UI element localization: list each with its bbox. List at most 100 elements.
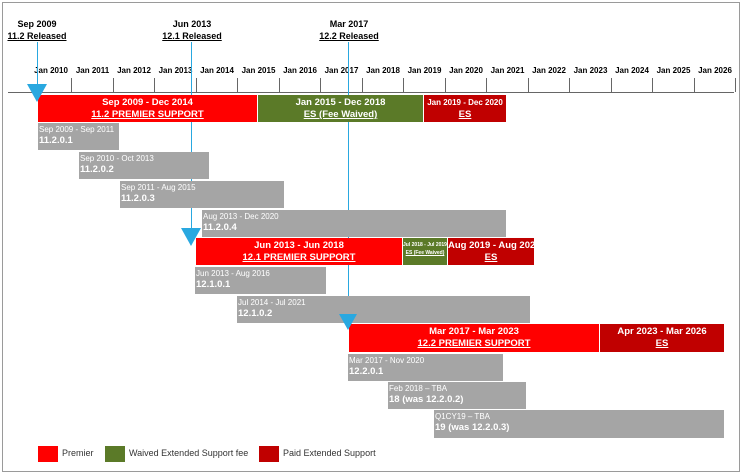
legend-label-waived: Waived Extended Support fee	[129, 448, 249, 458]
year-tick	[527, 78, 529, 92]
support-label: ES	[655, 338, 669, 349]
year-tick	[735, 78, 736, 92]
version-label: 12.2.0.1	[349, 366, 384, 377]
support-bar-11-2-premier: Sep 2009 - Dec 2014 11.2 PREMIER SUPPORT	[38, 95, 257, 122]
year-tick	[486, 78, 487, 92]
support-range: Apr 2023 - Mar 2026	[617, 326, 707, 337]
version-range: Feb 2018 – TBA	[389, 384, 448, 393]
year-tick	[403, 78, 404, 92]
version-range: Q1CY19 – TBA	[435, 412, 490, 421]
year-tick	[112, 78, 114, 92]
version-range: Jul 2014 - Jul 2021	[238, 298, 306, 307]
year-label: Jan 2017	[324, 66, 359, 75]
version-label: 12.1.0.1	[196, 279, 231, 290]
release-date: Sep 2009	[17, 19, 57, 29]
release-name: 12.2 Released	[319, 31, 379, 41]
year-tick	[693, 78, 695, 92]
year-label: Jan 2010	[34, 66, 68, 75]
year-tick	[320, 78, 321, 92]
year-tick	[154, 78, 155, 92]
year-tick	[71, 78, 72, 92]
release-arrow-12-1-icon	[181, 228, 201, 246]
year-label: Jan 2020	[449, 66, 483, 75]
legend-swatch-premier	[38, 446, 58, 462]
version-range: Sep 2010 - Oct 2013	[80, 154, 154, 163]
version-label: 19 (was 12.2.0.3)	[435, 422, 510, 433]
year-label: Jan 2011	[75, 66, 110, 75]
release-arrow-11-2-icon	[27, 84, 47, 102]
support-label: 12.2 PREMIER SUPPORT	[417, 338, 531, 349]
support-bar-12-1-premier: Jun 2013 - Jun 2018 12.1 PREMIER SUPPORT	[196, 238, 402, 265]
support-bar-11-2-es-waived: Jan 2015 - Dec 2018 ES (Fee Waived)	[258, 95, 423, 122]
support-range: Jan 2019 - Dec 2020	[427, 98, 503, 107]
year-label: Jan 2013	[158, 66, 193, 75]
version-label: 18 (was 12.2.0.2)	[389, 394, 464, 405]
version-range: Jun 2013 - Aug 2016	[196, 269, 270, 278]
version-range: Aug 2013 - Dec 2020	[203, 212, 279, 221]
year-label: Jan 2015	[241, 66, 276, 75]
year-tick	[652, 78, 653, 92]
year-tick	[237, 78, 238, 92]
support-bar-11-2-es-paid: Jan 2019 - Dec 2020 ES	[424, 95, 506, 122]
support-bar-12-1-es-waived: Jul 2018 - Jul 2019 ES (Fee Waived)	[403, 238, 447, 265]
year-tick	[195, 78, 197, 92]
legend-label-premier: Premier	[62, 448, 94, 458]
support-range: Aug 2019 - Aug 2021	[448, 240, 534, 251]
version-label: 12.1.0.2	[238, 308, 273, 319]
release-date: Jun 2013	[172, 19, 212, 29]
year-label: Jan 2026	[698, 66, 732, 75]
version-range: Sep 2011 - Aug 2015	[121, 183, 196, 192]
release-line-12-1	[191, 42, 192, 232]
release-header-11-2: Sep 2009 11.2 Released	[5, 18, 69, 42]
year-label: Jan 2012	[117, 66, 151, 75]
legend-label-paid: Paid Extended Support	[283, 448, 376, 458]
timeline-axis	[8, 92, 734, 93]
release-line-12-2	[348, 42, 349, 316]
support-label: ES	[484, 252, 498, 263]
legend-swatch-waived	[105, 446, 125, 462]
version-bar-11-2-0-4: Aug 2013 - Dec 2020 11.2.0.4	[202, 210, 506, 237]
support-range: Mar 2017 - Mar 2023	[429, 326, 519, 337]
version-bar-19: Q1CY19 – TBA 19 (was 12.2.0.3)	[434, 410, 724, 438]
support-range: Jan 2015 - Dec 2018	[295, 97, 386, 108]
release-date: Mar 2017	[329, 19, 369, 29]
version-label: 11.2.0.4	[203, 222, 237, 233]
version-bar-12-2-0-1: Mar 2017 - Nov 2020 12.2.0.1	[348, 354, 503, 381]
support-label: 11.2 PREMIER SUPPORT	[91, 109, 204, 120]
release-header-12-1: Jun 2013 12.1 Released	[160, 18, 224, 42]
year-label: Jan 2024	[615, 66, 649, 75]
year-tick	[278, 78, 280, 92]
year-label: Jan 2023	[573, 66, 608, 75]
version-label: 11.2.0.3	[121, 193, 155, 204]
legend-swatch-paid	[259, 446, 279, 462]
support-label: ES (Fee Waived)	[405, 250, 445, 256]
year-label: Jan 2019	[407, 66, 442, 75]
version-bar-11-2-0-3: Sep 2011 - Aug 2015 11.2.0.3	[120, 181, 284, 208]
release-arrow-12-2-icon	[339, 314, 357, 330]
support-bar-12-2-premier: Mar 2017 - Mar 2023 12.2 PREMIER SUPPORT	[349, 324, 599, 352]
year-label: Jan 2018	[366, 66, 400, 75]
release-name: 11.2 Released	[7, 31, 67, 41]
version-bar-11-2-0-1: Sep 2009 - Sep 2011 11.2.0.1	[38, 123, 119, 150]
support-label: 12.1 PREMIER SUPPORT	[242, 252, 356, 263]
version-bar-12-1-0-1: Jun 2013 - Aug 2016 12.1.0.1	[195, 267, 326, 294]
year-tick	[361, 78, 363, 92]
version-label: 11.2.0.1	[39, 135, 73, 146]
release-line-11-2	[37, 42, 38, 92]
year-label: Jan 2021	[490, 66, 525, 75]
year-tick	[569, 78, 570, 92]
version-range: Mar 2017 - Nov 2020	[349, 356, 425, 365]
version-range: Sep 2009 - Sep 2011	[39, 125, 115, 134]
support-bar-12-2-es-paid: Apr 2023 - Mar 2026 ES	[600, 324, 724, 352]
support-label: ES	[458, 109, 472, 120]
version-bar-11-2-0-2: Sep 2010 - Oct 2013 11.2.0.2	[79, 152, 209, 179]
year-tick	[444, 78, 446, 92]
year-label: Jan 2016	[283, 66, 317, 75]
year-label: Jan 2022	[532, 66, 566, 75]
year-tick	[610, 78, 612, 92]
support-range: Jun 2013 - Jun 2018	[254, 240, 344, 251]
version-bar-18: Feb 2018 – TBA 18 (was 12.2.0.2)	[388, 382, 526, 409]
support-bar-12-1-es-paid: Aug 2019 - Aug 2021 ES	[448, 238, 534, 265]
version-bar-12-1-0-2: Jul 2014 - Jul 2021 12.1.0.2	[237, 296, 530, 323]
